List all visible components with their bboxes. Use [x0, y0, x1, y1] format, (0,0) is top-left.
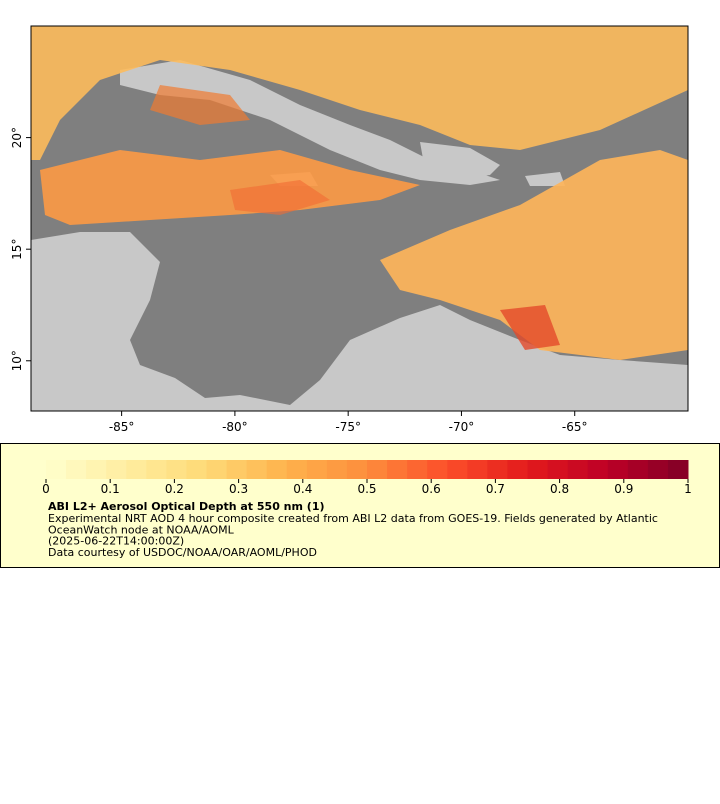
colorbar-swatch	[467, 460, 488, 479]
lon-tick-label: -85°	[109, 420, 135, 434]
caption: ABI L2+ Aerosol Optical Depth at 550 nm …	[48, 500, 658, 559]
colorbar-swatch	[246, 460, 268, 479]
colorbar-swatch	[206, 460, 228, 479]
colorbar-swatch	[226, 460, 248, 479]
colorbar-swatch	[146, 460, 167, 479]
colorbar-swatch	[306, 460, 328, 479]
colorbar-tick-label: 0.6	[422, 482, 441, 496]
lat-tick-label: 10°	[10, 350, 24, 371]
colorbar-tick-label: 0.1	[101, 482, 120, 496]
colorbar-swatch	[166, 460, 187, 479]
colorbar-swatch	[106, 460, 127, 479]
colorbar-swatch	[527, 460, 549, 479]
colorbar-swatch	[86, 460, 107, 479]
colorbar-swatch	[447, 460, 468, 479]
lon-tick-label: -65°	[562, 420, 588, 434]
lon-tick-label: -70°	[449, 420, 475, 434]
colorbar-tick-label: 0	[42, 482, 50, 496]
colorbar-tick-label: 0.5	[357, 482, 376, 496]
colorbar-swatch	[647, 460, 669, 479]
colorbar-swatch	[587, 460, 609, 479]
colorbar-tick-label: 0.3	[229, 482, 248, 496]
colorbar-tick-label: 0.4	[293, 482, 312, 496]
colorbar-swatch	[427, 460, 448, 479]
colorbar-swatch	[186, 460, 207, 479]
colorbar-swatch	[407, 460, 428, 479]
colorbar-swatch	[387, 460, 408, 479]
colorbar-swatch	[607, 460, 629, 479]
caption-line: Data courtesy of USDOC/NOAA/OAR/AOML/PHO…	[48, 546, 317, 559]
caption-line: OceanWatch node at NOAA/AOML	[48, 523, 235, 536]
colorbar-tick-label: 0.7	[486, 482, 505, 496]
colorbar-swatch	[346, 460, 368, 479]
colorbar-swatch	[266, 460, 288, 479]
lon-tick-label: -75°	[335, 420, 361, 434]
colorbar-swatch	[547, 460, 569, 479]
colorbar-tick-label: 1	[684, 482, 692, 496]
caption-line: (2025-06-22T14:00:00Z)	[48, 535, 184, 548]
caption-title: ABI L2+ Aerosol Optical Depth at 550 nm …	[48, 500, 325, 513]
colorbar-swatch	[126, 460, 147, 479]
lat-tick-label: 20°	[10, 127, 24, 148]
colorbar-swatch	[66, 460, 87, 479]
colorbar-swatch	[286, 460, 308, 479]
lat-tick-label: 15°	[10, 239, 24, 260]
colorbar-swatch	[667, 460, 689, 479]
colorbar-swatch	[567, 460, 589, 479]
colorbar-swatch	[46, 460, 67, 479]
map-image	[30, 25, 689, 412]
colorbar-swatch	[627, 460, 649, 479]
colorbar-tick-label: 0.8	[550, 482, 569, 496]
caption-line: Experimental NRT AOD 4 hour composite cr…	[48, 512, 658, 525]
colorbar-tick-label: 0.9	[614, 482, 633, 496]
colorbar-swatch	[326, 460, 348, 479]
colorbar-tick-label: 0.2	[165, 482, 184, 496]
lon-tick-label: -80°	[222, 420, 248, 434]
colorbar-swatch	[487, 460, 508, 479]
colorbar-swatch	[367, 460, 388, 479]
colorbar-swatch	[507, 460, 528, 479]
